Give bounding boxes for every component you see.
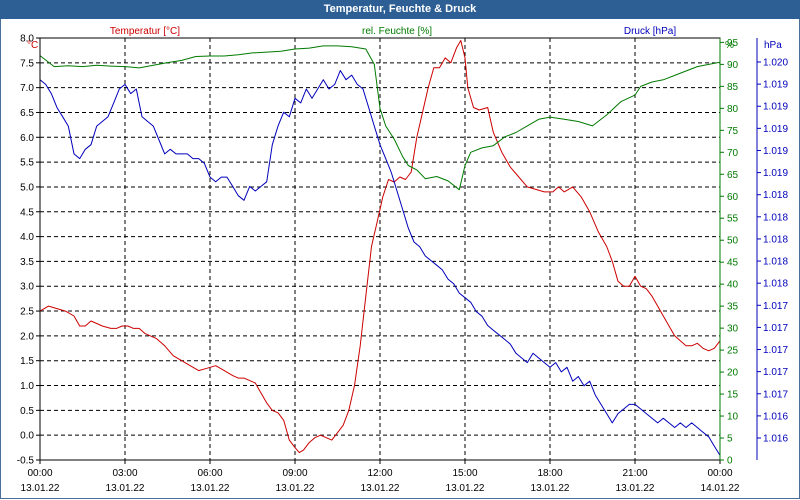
pressure-tick-label: 1.019 [763, 124, 788, 135]
humidity-tick-label: 60 [727, 192, 739, 203]
pressure-tick-label: 1.017 [763, 323, 788, 334]
pressure-tick-label: 1.020 [763, 58, 788, 69]
humidity-tick-label: 45 [727, 258, 739, 269]
legend-temperature: Temperatur [°C] [110, 26, 180, 37]
temp-tick-label: 1.0 [20, 381, 34, 392]
temp-tick-label: 7.0 [20, 83, 34, 94]
pressure-tick-label: 1.018 [763, 234, 788, 245]
pressure-line [39, 70, 721, 456]
series-lines [39, 40, 721, 456]
temp-tick-label: 5.5 [20, 158, 34, 169]
x-tick-date: 13.01.22 [361, 483, 400, 494]
x-tick-time: 21:00 [622, 468, 647, 479]
humidity-tick-label: 65 [727, 170, 739, 181]
temp-tick-label: 8.0 [20, 34, 34, 45]
temp-tick-label: 5.0 [20, 182, 34, 193]
humidity-tick-label: 90 [727, 60, 739, 71]
temp-tick-label: 4.5 [20, 207, 34, 218]
temp-tick-label: 3.0 [20, 282, 34, 293]
humidity-tick-label: 30 [727, 324, 739, 335]
temp-tick-label: -0.5 [17, 456, 35, 467]
temp-tick-label: 2.5 [20, 307, 34, 318]
humidity-tick-label: 85 [727, 82, 739, 93]
x-tick-time: 00:00 [707, 468, 732, 479]
temp-tick-label: 6.0 [20, 133, 34, 144]
temperature-line [39, 40, 721, 454]
pressure-tick-label: 1.017 [763, 301, 788, 312]
x-tick-time: 00:00 [27, 468, 52, 479]
temp-tick-label: 1.5 [20, 356, 34, 367]
temp-tick-label: 0.5 [20, 406, 34, 417]
pressure-tick-label: 1.018 [763, 212, 788, 223]
humidity-tick-label: 50 [727, 236, 739, 247]
x-tick-time: 09:00 [282, 468, 307, 479]
temp-tick-label: 0.0 [20, 431, 34, 442]
x-tick-time: 15:00 [452, 468, 477, 479]
humidity-tick-label: 0 [727, 456, 733, 467]
x-tick-time: 06:00 [197, 468, 222, 479]
pressure-tick-label: 1.016 [763, 411, 788, 422]
pressure-tick-label: 1.019 [763, 168, 788, 179]
x-tick-time: 12:00 [367, 468, 392, 479]
legend-pressure: Druck [hPa] [624, 26, 676, 37]
pressure-tick-label: 1.017 [763, 389, 788, 400]
axes: 00:00 13.01.22 03:00 13.01.22 06:00 13.01.22 0… [17, 34, 789, 495]
temp-tick-label: 2.0 [20, 331, 34, 342]
x-tick-date: 13.01.22 [616, 483, 655, 494]
pressure-tick-label: 1.018 [763, 279, 788, 290]
x-tick-date: 13.01.22 [191, 483, 230, 494]
chart-title: Temperatur, Feuchte & Druck [0, 0, 800, 19]
temp-tick-label: 3.5 [20, 257, 34, 268]
pressure-tick-label: 1.019 [763, 80, 788, 91]
humidity-axis-unit: % [725, 40, 734, 51]
temp-axis-unit: °C [27, 40, 38, 51]
humidity-tick-label: 95 [727, 38, 739, 49]
x-tick-time: 03:00 [112, 468, 137, 479]
x-tick-date: 13.01.22 [531, 483, 570, 494]
humidity-tick-label: 20 [727, 368, 739, 379]
humidity-tick-label: 5 [727, 434, 733, 445]
humidity-tick-label: 55 [727, 214, 739, 225]
pressure-tick-label: 1.017 [763, 367, 788, 378]
grid [40, 38, 720, 460]
x-tick-date: 13.01.22 [276, 483, 315, 494]
pressure-tick-label: 1.019 [763, 146, 788, 157]
temp-tick-label: 4.0 [20, 232, 34, 243]
temp-tick-label: 6.5 [20, 108, 34, 119]
humidity-tick-label: 35 [727, 302, 739, 313]
humidity-tick-label: 70 [727, 148, 739, 159]
humidity-tick-label: 15 [727, 390, 739, 401]
pressure-tick-label: 1.016 [763, 434, 788, 445]
humidity-tick-label: 75 [727, 126, 739, 137]
humidity-line [39, 45, 721, 191]
humidity-tick-label: 80 [727, 104, 739, 115]
x-tick-time: 18:00 [537, 468, 562, 479]
pressure-tick-label: 1.018 [763, 190, 788, 201]
legend-humidity: rel. Feuchte [%] [362, 26, 432, 37]
pressure-tick-label: 1.019 [763, 102, 788, 113]
pressure-tick-label: 1.018 [763, 257, 788, 268]
humidity-tick-label: 25 [727, 346, 739, 357]
pressure-tick-label: 1.017 [763, 345, 788, 356]
temp-tick-label: 7.5 [20, 58, 34, 69]
x-tick-date: 13.01.22 [21, 483, 60, 494]
humidity-tick-label: 10 [727, 412, 739, 423]
x-tick-date: 14.01.22 [701, 483, 740, 494]
x-tick-date: 13.01.22 [106, 483, 145, 494]
humidity-tick-label: 40 [727, 280, 739, 291]
x-tick-date: 13.01.22 [446, 483, 485, 494]
pressure-axis-unit: hPa [764, 40, 782, 51]
